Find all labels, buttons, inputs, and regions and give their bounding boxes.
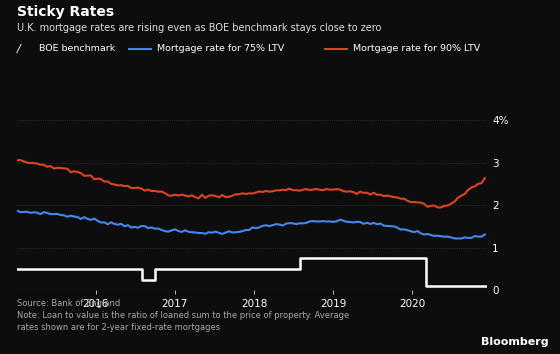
Text: Source: Bank of England
Note: Loan to value is the ratio of loaned sum to the pr: Source: Bank of England Note: Loan to va… bbox=[17, 299, 349, 332]
Text: Mortgage rate for 75% LTV: Mortgage rate for 75% LTV bbox=[157, 44, 284, 53]
Text: Sticky Rates: Sticky Rates bbox=[17, 5, 114, 19]
Text: U.K. mortgage rates are rising even as BOE benchmark stays close to zero: U.K. mortgage rates are rising even as B… bbox=[17, 23, 381, 33]
Text: BOE benchmark: BOE benchmark bbox=[39, 44, 115, 53]
Text: /: / bbox=[17, 44, 21, 54]
Text: Bloomberg: Bloomberg bbox=[481, 337, 549, 347]
Text: Mortgage rate for 90% LTV: Mortgage rate for 90% LTV bbox=[353, 44, 480, 53]
